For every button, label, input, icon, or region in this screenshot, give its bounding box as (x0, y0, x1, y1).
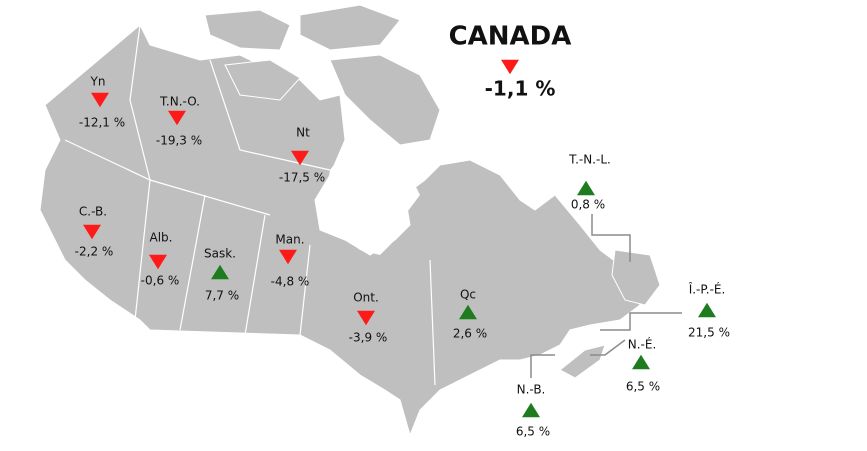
map-title: CANADA (449, 22, 572, 52)
region-change: -17,5 % (279, 171, 325, 185)
province-border (244, 214, 266, 336)
province-border (299, 244, 311, 336)
region-change: 6,5 % (516, 425, 550, 439)
nova-scotia (559, 344, 606, 379)
region-label: Man. (275, 233, 304, 247)
region-change: -19,3 % (156, 134, 202, 148)
region-label: Qc (460, 288, 476, 302)
region-label: Ont. (353, 291, 379, 305)
region-change: -2,2 % (75, 245, 114, 259)
region-label: Alb. (150, 231, 173, 245)
island (204, 9, 291, 51)
region-change: -3,9 % (349, 331, 388, 345)
region-change: 21,5 % (688, 326, 730, 340)
region-change: -0,6 % (141, 274, 180, 288)
trend-icon (632, 354, 650, 370)
map-shapes (39, 4, 682, 437)
total-change: -1,1 % (485, 77, 556, 101)
province-border (129, 24, 151, 181)
trend-icon (459, 304, 477, 320)
region-change: -4,8 % (271, 275, 310, 289)
region-change: 7,7 % (205, 289, 239, 303)
region-label: C.-B. (79, 205, 107, 219)
trend-icon (168, 110, 186, 126)
trend-icon (91, 92, 109, 108)
island (224, 59, 301, 101)
trend-icon (698, 302, 716, 318)
trend-icon (149, 254, 167, 270)
region-label: T.-N.-L. (568, 153, 611, 167)
leader-line (530, 354, 555, 378)
region-label: Sask. (204, 247, 236, 261)
trend-icon (357, 310, 375, 326)
trend-icon (291, 150, 309, 166)
region-label: T.N.-O. (159, 95, 200, 109)
trend-icon (211, 264, 229, 280)
region-label: N.-B. (517, 383, 546, 397)
leader-line (600, 312, 682, 331)
province-border (179, 194, 206, 331)
trend-icon (577, 180, 595, 196)
province-border (134, 179, 151, 321)
region-label: N.-É. (628, 337, 657, 352)
island (329, 54, 441, 146)
leader-line (590, 339, 626, 356)
island (299, 4, 401, 51)
region-label: Yn (90, 75, 106, 89)
region-change: -12,1 % (79, 116, 125, 130)
region-change: 6,5 % (626, 380, 660, 394)
region-label: Î.-P.-É. (688, 282, 726, 297)
newfoundland (611, 249, 661, 306)
trend-icon (522, 402, 540, 418)
trend-icon (279, 249, 297, 265)
leader-line (591, 214, 631, 262)
province-border (429, 259, 436, 386)
hudson-bay (320, 150, 420, 255)
region-change: 2,6 % (453, 327, 487, 341)
region-change: 0,8 % (571, 198, 605, 212)
total-trend-icon (501, 59, 519, 75)
trend-icon (83, 224, 101, 240)
region-label: Nt (296, 126, 310, 140)
